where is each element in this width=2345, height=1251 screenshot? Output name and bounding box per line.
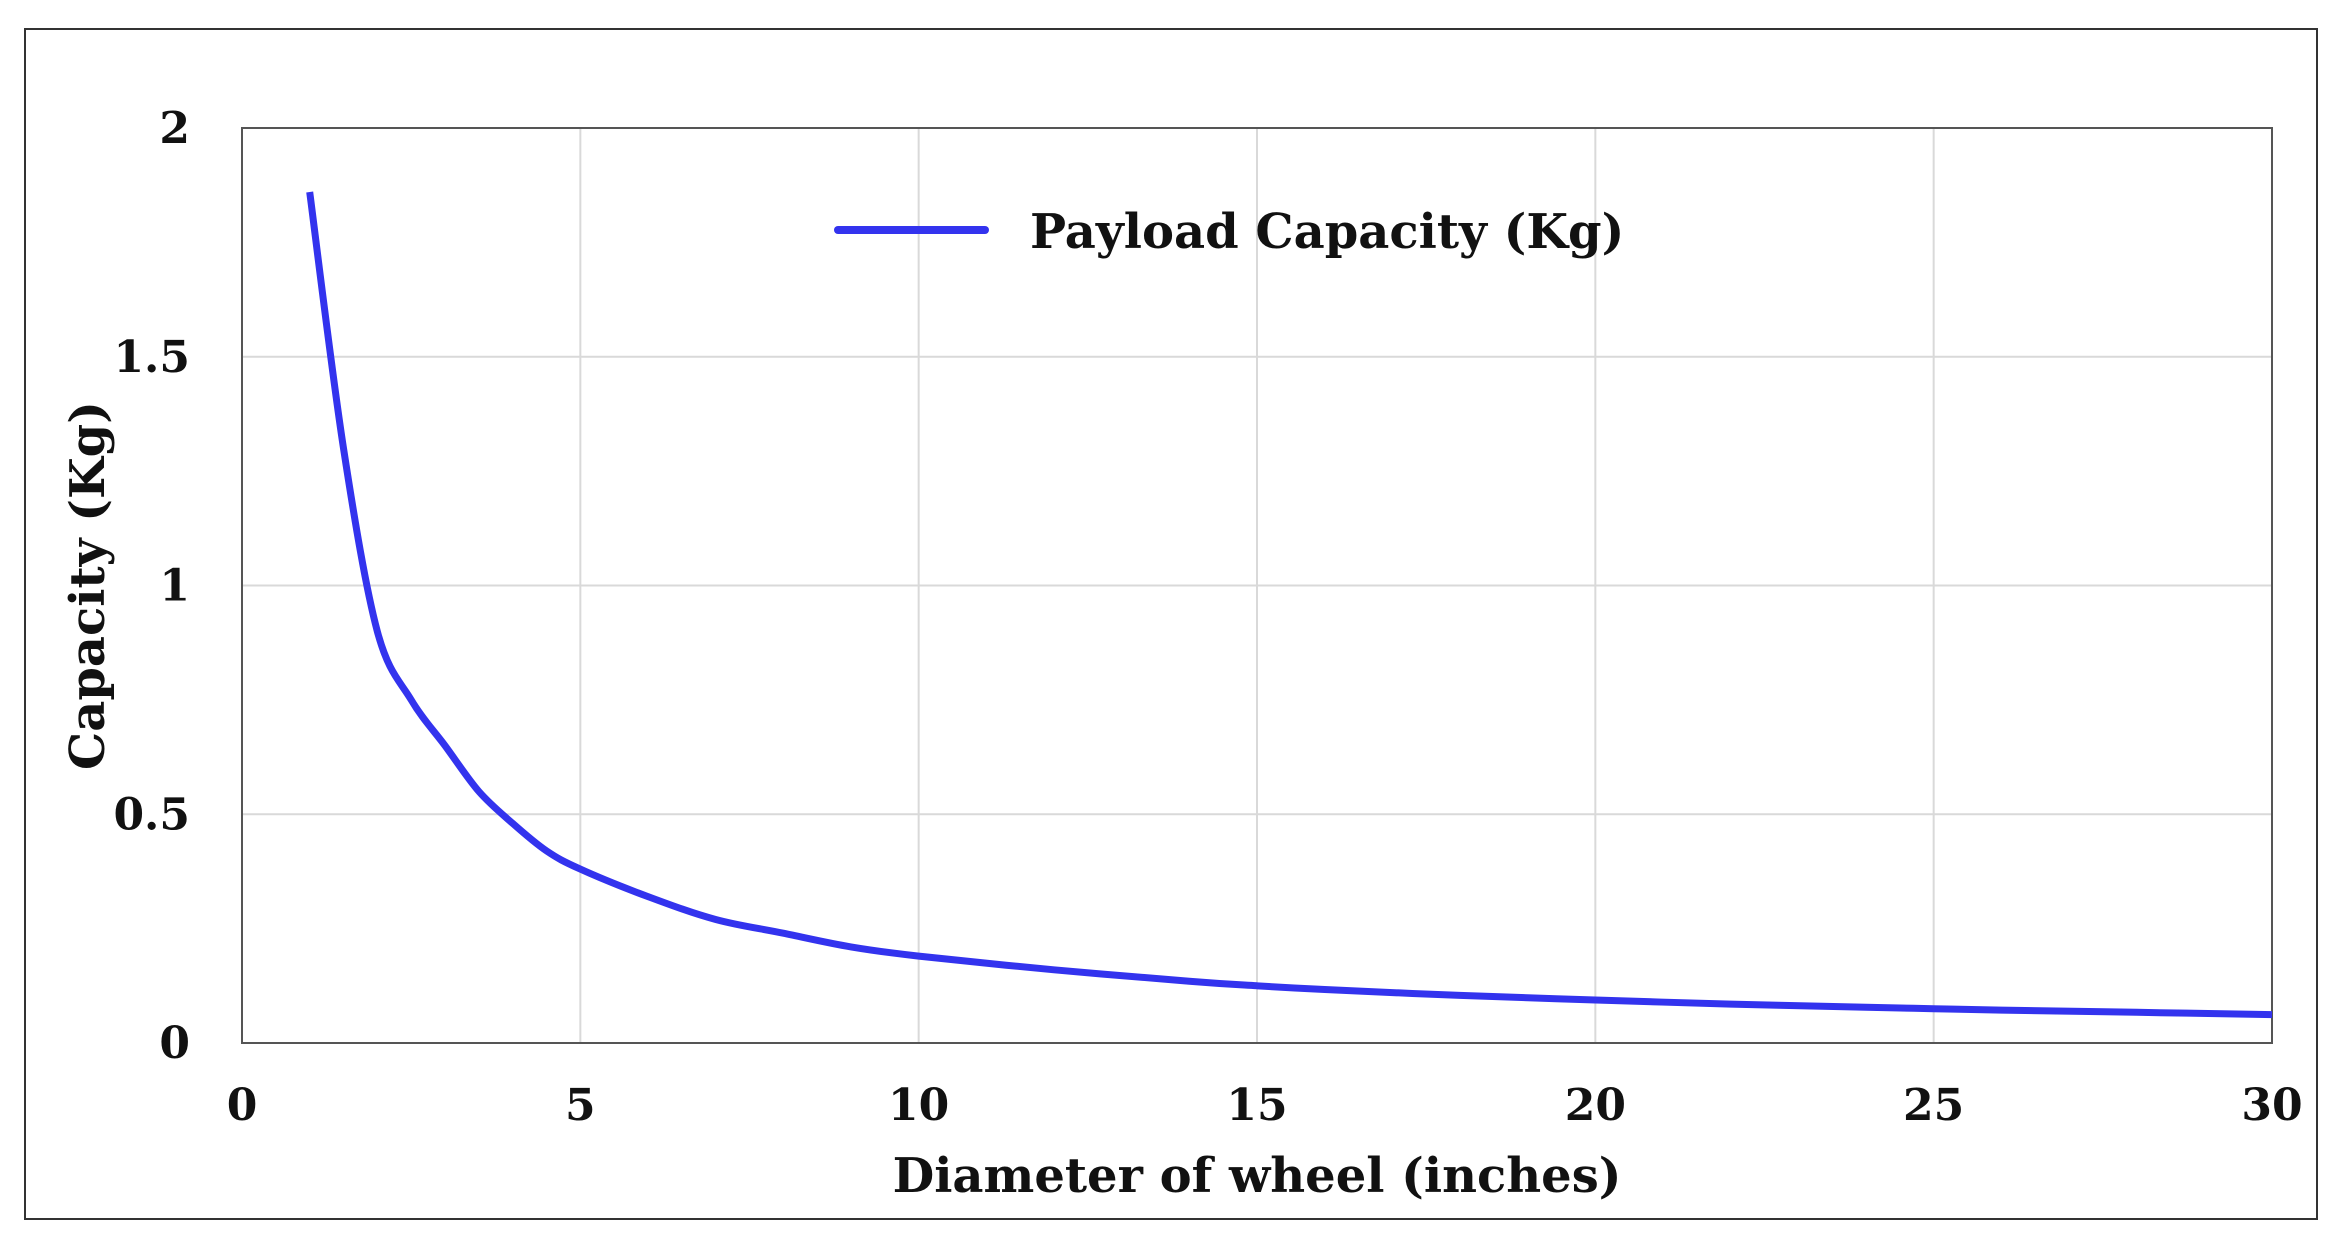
y-tick-label: 0 bbox=[159, 1018, 190, 1069]
series-line-payload-capacity bbox=[306, 191, 2273, 1019]
x-tick-label: 0 bbox=[227, 1080, 258, 1131]
plot-area-border bbox=[241, 127, 2273, 1044]
grid bbox=[241, 127, 2273, 1044]
x-tick-label: 15 bbox=[1226, 1080, 1287, 1131]
legend-label: Payload Capacity (Kg) bbox=[1030, 204, 1624, 260]
y-tick-label: 2 bbox=[159, 103, 190, 154]
series-layer bbox=[306, 191, 2273, 1019]
chart-frame bbox=[24, 28, 2318, 1220]
y-axis-title: Capacity (Kg) bbox=[60, 401, 116, 770]
x-tick-label: 30 bbox=[2241, 1080, 2302, 1131]
x-axis-title: Diameter of wheel (inches) bbox=[893, 1148, 1622, 1204]
x-tick-label: 25 bbox=[1903, 1080, 1964, 1131]
y-tick-label: 0.5 bbox=[113, 789, 190, 840]
legend: Payload Capacity (Kg) bbox=[834, 204, 1624, 260]
y-tick-label: 1 bbox=[159, 561, 190, 612]
y-tick-label: 1.5 bbox=[113, 332, 190, 383]
x-tick-label: 5 bbox=[565, 1080, 596, 1131]
x-tick-label: 10 bbox=[888, 1080, 949, 1131]
y-axis-ticks: 0 0.5 1 1.5 2 bbox=[113, 103, 190, 1069]
x-axis-ticks: 0 5 10 15 20 25 30 bbox=[227, 1080, 2303, 1131]
x-tick-label: 20 bbox=[1565, 1080, 1626, 1131]
